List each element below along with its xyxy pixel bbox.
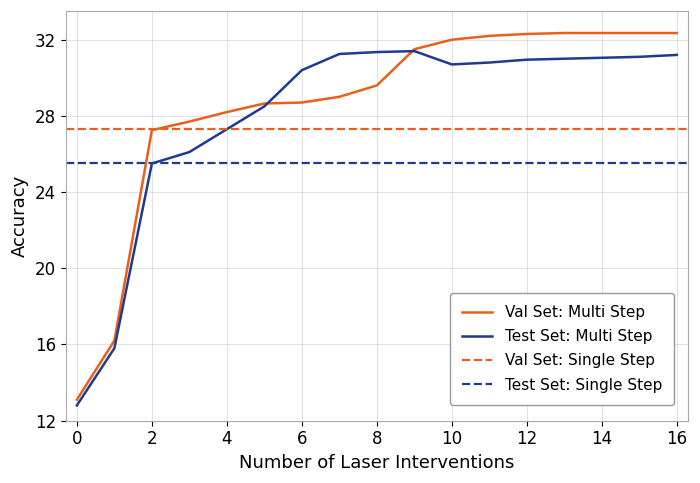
Test Set: Multi Step: (5, 28.5): Multi Step: (5, 28.5)	[260, 103, 269, 109]
Val Set: Multi Step: (5, 28.6): Multi Step: (5, 28.6)	[260, 100, 269, 106]
X-axis label: Number of Laser Interventions: Number of Laser Interventions	[239, 454, 514, 472]
Val Set: Multi Step: (3, 27.7): Multi Step: (3, 27.7)	[186, 119, 194, 125]
Val Set: Multi Step: (15, 32.4): Multi Step: (15, 32.4)	[635, 30, 643, 36]
Legend: Val Set: Multi Step, Test Set: Multi Step, Val Set: Single Step, Test Set: Singl: Val Set: Multi Step, Test Set: Multi Ste…	[449, 293, 674, 405]
Val Set: Multi Step: (16, 32.4): Multi Step: (16, 32.4)	[673, 30, 681, 36]
Test Set: Multi Step: (16, 31.2): Multi Step: (16, 31.2)	[673, 52, 681, 58]
Val Set: Multi Step: (2, 27.2): Multi Step: (2, 27.2)	[148, 127, 156, 133]
Val Set: Multi Step: (14, 32.4): Multi Step: (14, 32.4)	[598, 30, 606, 36]
Line: Val Set: Multi Step: Val Set: Multi Step	[77, 33, 677, 399]
Val Set: Multi Step: (8, 29.6): Multi Step: (8, 29.6)	[372, 83, 381, 88]
Val Set: Multi Step: (10, 32): Multi Step: (10, 32)	[448, 37, 456, 43]
Val Set: Multi Step: (1, 16.2): Multi Step: (1, 16.2)	[110, 338, 118, 343]
Test Set: Multi Step: (14, 31.1): Multi Step: (14, 31.1)	[598, 55, 606, 61]
Test Set: Multi Step: (12, 30.9): Multi Step: (12, 30.9)	[523, 57, 531, 63]
Test Set: Multi Step: (2, 25.5): Multi Step: (2, 25.5)	[148, 160, 156, 166]
Y-axis label: Accuracy: Accuracy	[11, 175, 29, 257]
Test Set: Multi Step: (3, 26.1): Multi Step: (3, 26.1)	[186, 149, 194, 155]
Test Set: Multi Step: (4, 27.3): Multi Step: (4, 27.3)	[223, 126, 231, 132]
Test Set: Multi Step: (7, 31.2): Multi Step: (7, 31.2)	[335, 51, 344, 57]
Test Set: Multi Step: (0, 12.8): Multi Step: (0, 12.8)	[73, 402, 81, 408]
Val Set: Single Step: (1, 27.3): Single Step: (1, 27.3)	[110, 126, 118, 132]
Test Set: Multi Step: (15, 31.1): Multi Step: (15, 31.1)	[635, 54, 643, 60]
Val Set: Multi Step: (4, 28.2): Multi Step: (4, 28.2)	[223, 109, 231, 115]
Test Set: Multi Step: (9, 31.4): Multi Step: (9, 31.4)	[410, 48, 419, 54]
Val Set: Multi Step: (0, 13.1): Multi Step: (0, 13.1)	[73, 397, 81, 402]
Test Set: Multi Step: (1, 15.8): Multi Step: (1, 15.8)	[110, 345, 118, 351]
Line: Test Set: Multi Step: Test Set: Multi Step	[77, 51, 677, 405]
Val Set: Multi Step: (9, 31.5): Multi Step: (9, 31.5)	[410, 46, 419, 52]
Val Set: Multi Step: (13, 32.4): Multi Step: (13, 32.4)	[560, 30, 568, 36]
Test Set: Multi Step: (13, 31): Multi Step: (13, 31)	[560, 56, 568, 62]
Val Set: Multi Step: (6, 28.7): Multi Step: (6, 28.7)	[298, 99, 306, 105]
Val Set: Single Step: (0, 27.3): Single Step: (0, 27.3)	[73, 126, 81, 132]
Test Set: Multi Step: (10, 30.7): Multi Step: (10, 30.7)	[448, 61, 456, 67]
Test Set: Single Step: (1, 25.5): Single Step: (1, 25.5)	[110, 160, 118, 166]
Test Set: Multi Step: (6, 30.4): Multi Step: (6, 30.4)	[298, 67, 306, 73]
Val Set: Multi Step: (11, 32.2): Multi Step: (11, 32.2)	[485, 33, 494, 39]
Test Set: Multi Step: (8, 31.4): Multi Step: (8, 31.4)	[372, 49, 381, 55]
Test Set: Multi Step: (11, 30.8): Multi Step: (11, 30.8)	[485, 59, 494, 65]
Val Set: Multi Step: (7, 29): Multi Step: (7, 29)	[335, 94, 344, 99]
Test Set: Single Step: (0, 25.5): Single Step: (0, 25.5)	[73, 160, 81, 166]
Val Set: Multi Step: (12, 32.3): Multi Step: (12, 32.3)	[523, 31, 531, 37]
